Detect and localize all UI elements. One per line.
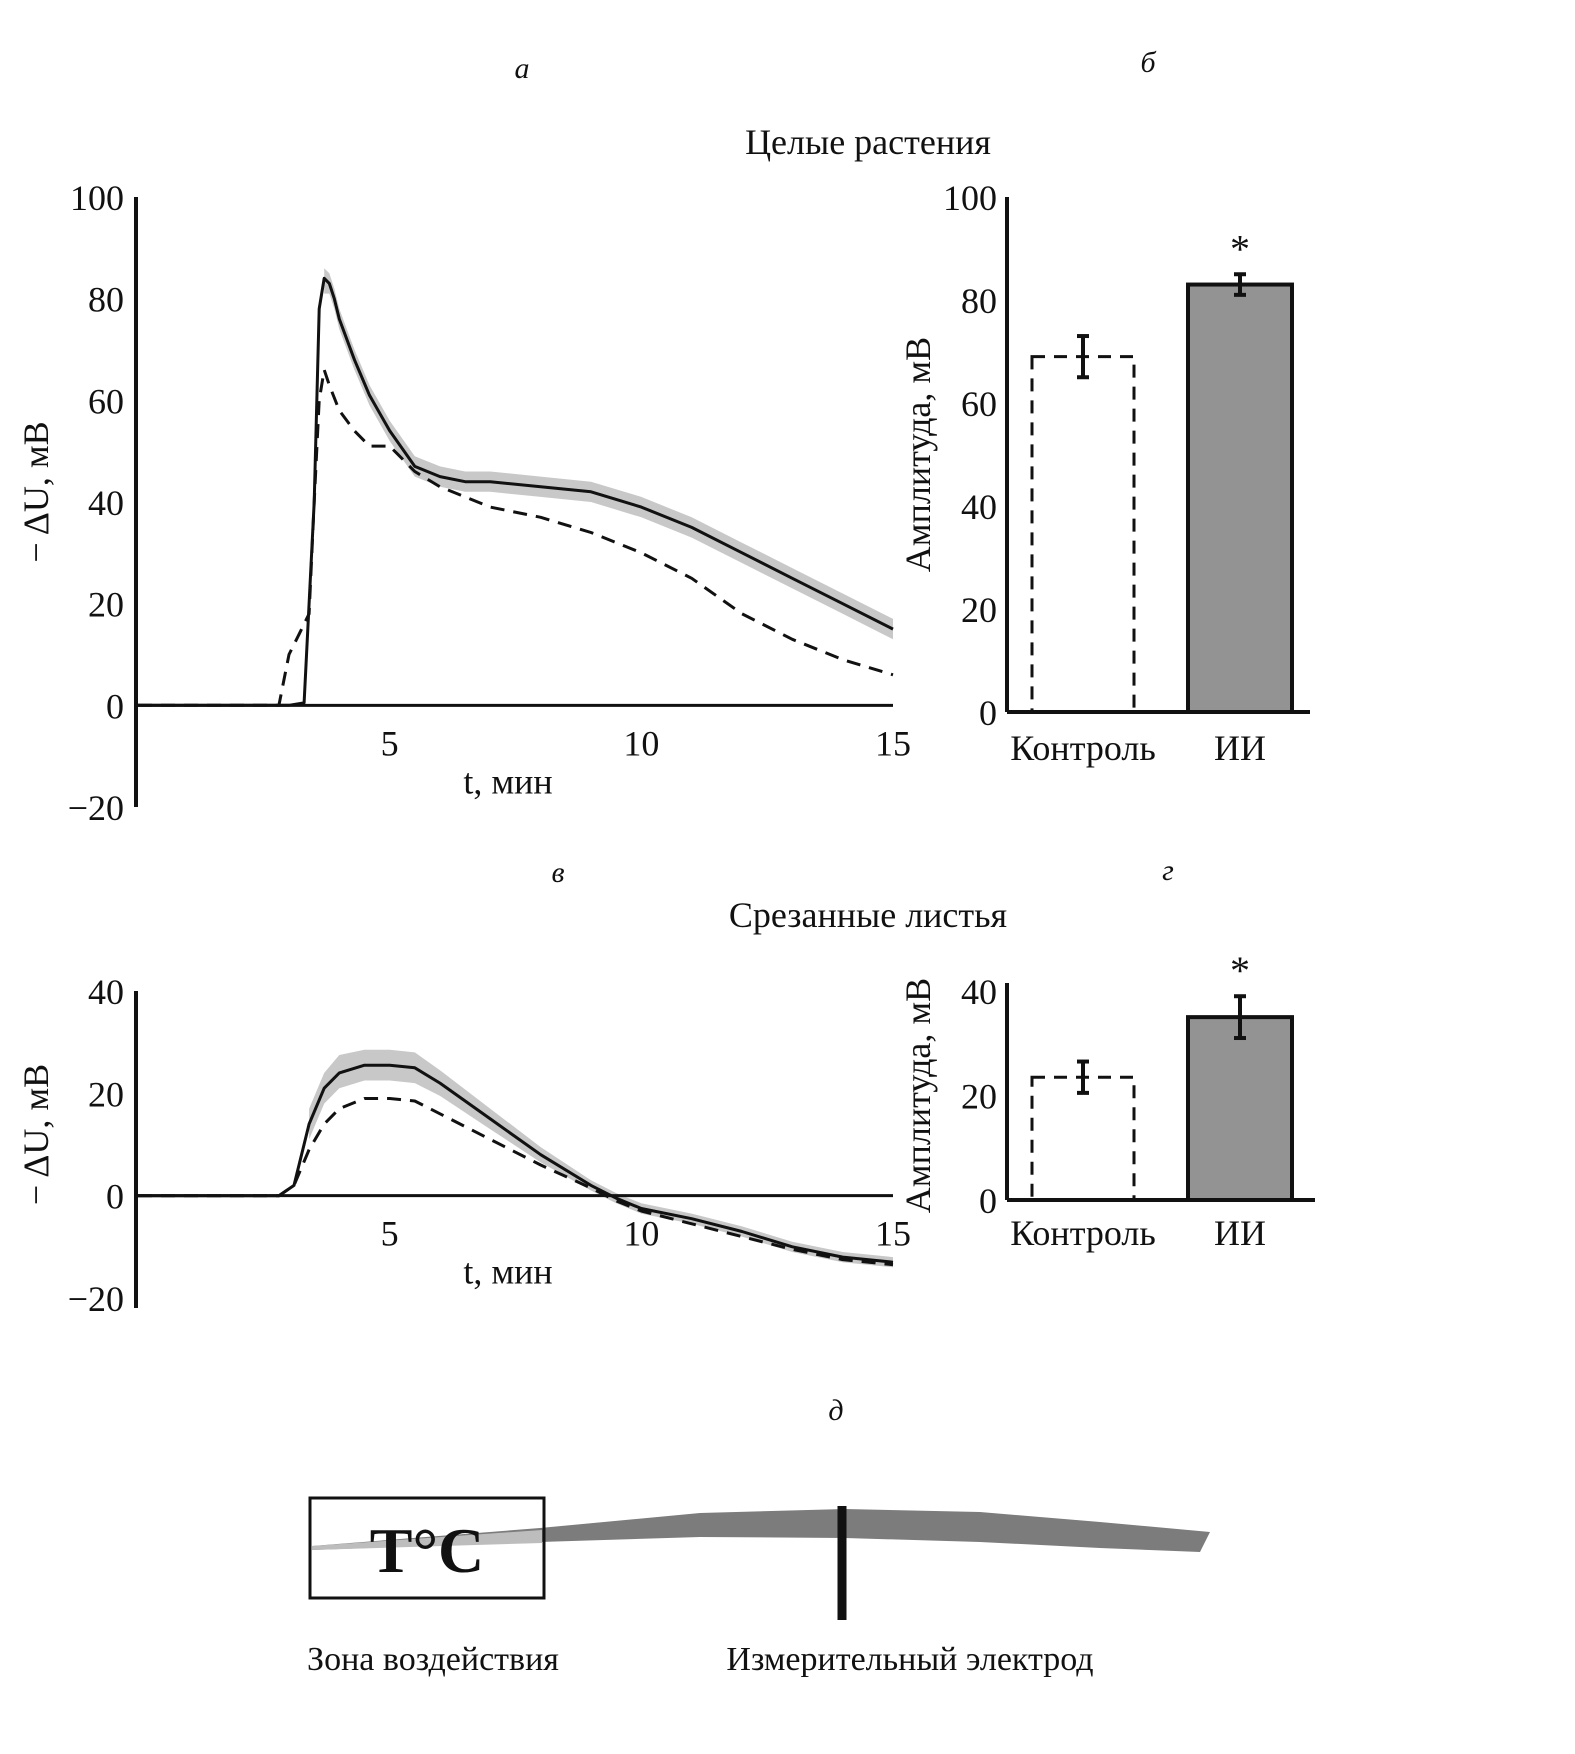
chart-a-xtick-label: 5	[381, 723, 399, 763]
chart-g-y-axis-label: Амплитуда, мВ	[898, 978, 938, 1213]
chart-v-ytick-label: 0	[106, 1177, 124, 1217]
leaf-tip	[312, 1530, 542, 1550]
chart-g-significance-mark: *	[1230, 948, 1250, 993]
title-whole-plants: Целые растения	[745, 122, 991, 162]
chart-b-whole-plants-bar: Контроль * ИИ 100 80 60 40 20 0 Амплитуда, мВ	[898, 178, 1310, 768]
chart-v-xtick-label: 15	[875, 1214, 911, 1254]
chart-g-category-label: Контроль	[1010, 1213, 1156, 1253]
chart-b-error-bar-ii	[1234, 272, 1246, 297]
chart-a-sem-band	[324, 268, 893, 640]
chart-b-category-label: ИИ	[1214, 728, 1266, 768]
chart-b-category-label: Контроль	[1010, 728, 1156, 768]
chart-a-ytick-label: 80	[88, 280, 124, 320]
chart-a-ytick-label: 0	[106, 686, 124, 726]
chart-v-xtick-label: 10	[623, 1214, 659, 1254]
chart-b-ytick-label: 100	[943, 178, 997, 218]
panel-label-a: а	[515, 52, 530, 85]
chart-a-series-solid	[138, 276, 894, 707]
chart-g-category-label: ИИ	[1214, 1213, 1266, 1253]
chart-b-error-bar-control	[1077, 334, 1089, 380]
chart-a-ytick-label: 40	[88, 483, 124, 523]
chart-g-error-bar-control	[1077, 1059, 1089, 1095]
chart-a-ytick-label: −20	[68, 788, 124, 828]
title-cut-leaves: Срезанные листья	[729, 895, 1007, 935]
chart-a-series-dashed	[138, 368, 894, 707]
panel-label-g: г	[1162, 854, 1174, 887]
chart-b-bar-control	[1030, 355, 1136, 714]
chart-b-y-axis-label: Амплитуда, мВ	[898, 337, 938, 572]
chart-b-ytick-label: 60	[961, 384, 997, 424]
electrode-caption: Измерительный электрод	[726, 1641, 1093, 1678]
chart-v-y-axis-label: − ΔU, мВ	[16, 1064, 56, 1205]
panel-label-b: б	[1140, 46, 1156, 79]
panel-label-d: д	[828, 1394, 843, 1427]
chart-a-x-axis-label: t, мин	[463, 761, 552, 801]
chart-a-whole-plants-line: 100 80 60 40 20 0 −20 5 10 15 t, мин − ΔU, мВ	[16, 178, 911, 828]
chart-b-bar-ii	[1186, 282, 1294, 714]
chart-b-ytick-label: 0	[979, 693, 997, 733]
chart-a-ytick-label: 60	[88, 381, 124, 421]
chart-g-bar-control	[1030, 1075, 1136, 1202]
chart-v-xtick-label: 5	[381, 1214, 399, 1254]
heating-zone-label: T°C	[370, 1515, 485, 1586]
chart-g-bar-ii	[1186, 1015, 1294, 1202]
chart-a-ytick-label: 20	[88, 585, 124, 625]
chart-b-ytick-label: 20	[961, 590, 997, 630]
schematic: T°C Зона воздействия Измерительный элект…	[307, 1496, 1210, 1678]
chart-v-series-dashed	[138, 1097, 894, 1267]
chart-v-series-solid	[138, 1063, 894, 1264]
chart-b-ytick-label: 40	[961, 487, 997, 527]
chart-b-ytick-label: 80	[961, 281, 997, 321]
chart-a-xtick-label: 10	[623, 723, 659, 763]
chart-g-error-bar-ii	[1234, 994, 1246, 1041]
chart-v-cut-leaves-line: 40 20 0 −20 5 10 15 t, мин − ΔU, мВ	[16, 972, 911, 1319]
panel-label-v: в	[551, 856, 564, 889]
heating-zone-box	[308, 1496, 546, 1600]
chart-g-cut-leaves-bar: Контроль * ИИ 40 20 0 Амплитуда, мВ	[898, 948, 1315, 1253]
chart-a-ytick-label: 100	[70, 178, 124, 218]
chart-v-x-axis-label: t, мин	[463, 1252, 552, 1292]
chart-g-ytick-label: 0	[979, 1181, 997, 1221]
chart-v-ytick-label: 40	[88, 972, 124, 1012]
chart-a-xtick-label: 15	[875, 723, 911, 763]
chart-g-ytick-label: 40	[961, 972, 997, 1012]
chart-v-ytick-label: 20	[88, 1074, 124, 1114]
chart-v-sem-band	[309, 1049, 894, 1268]
chart-a-y-axis-label: − ΔU, мВ	[16, 421, 56, 562]
chart-v-ytick-label: −20	[68, 1279, 124, 1319]
chart-g-ytick-label: 20	[961, 1077, 997, 1117]
chart-b-significance-mark: *	[1230, 226, 1250, 271]
zone-caption: Зона воздействия	[307, 1641, 559, 1678]
